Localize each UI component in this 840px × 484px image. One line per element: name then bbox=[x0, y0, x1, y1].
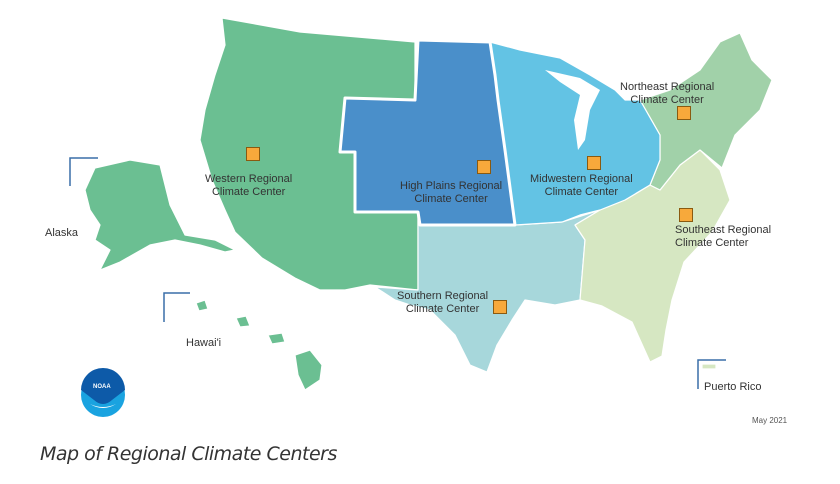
northeast-center-marker[interactable] bbox=[677, 106, 691, 120]
noaa-logo-text: NOAA bbox=[93, 384, 111, 390]
western-label: Western Regional Climate Center bbox=[205, 173, 292, 199]
inset-brackets bbox=[69, 157, 726, 389]
western-label-line2: Climate Center bbox=[211, 186, 286, 198]
southern-label: Southern Regional Climate Center bbox=[397, 290, 488, 316]
region-high-plains[interactable] bbox=[338, 38, 517, 227]
northeast-label: Northeast Regional Climate Center bbox=[620, 81, 714, 107]
high-plains-label: High Plains Regional Climate Center bbox=[400, 180, 502, 206]
puerto-rico-label: Puerto Rico bbox=[704, 381, 762, 393]
hawaii-kauai[interactable] bbox=[195, 299, 209, 312]
puerto-rico[interactable] bbox=[701, 363, 717, 370]
hawaii-big-island[interactable] bbox=[294, 349, 323, 391]
western-center-marker[interactable] bbox=[246, 147, 260, 161]
southern-label-line1: Southern Regional bbox=[397, 290, 489, 302]
southeast-label-line2: Climate Center bbox=[675, 237, 749, 249]
hawaii-oahu[interactable] bbox=[235, 315, 251, 328]
high-plains-label-line2: Climate Center bbox=[414, 193, 488, 205]
date-label: May 2021 bbox=[752, 416, 788, 425]
northeast-label-line2: Climate Center bbox=[630, 94, 704, 106]
midwestern-label-line2: Climate Center bbox=[544, 186, 619, 198]
alaska-label: Alaska bbox=[45, 227, 79, 239]
hawaii-label: Hawai'i bbox=[186, 337, 222, 349]
southern-center-marker[interactable] bbox=[493, 300, 507, 314]
southeast-label: Southeast Regional Climate Center bbox=[675, 224, 771, 250]
high-plains-center-marker[interactable] bbox=[477, 160, 491, 174]
high-plains-label-line1: High Plains Regional bbox=[400, 180, 503, 192]
region-southern[interactable] bbox=[374, 209, 601, 373]
western-label-line1: Western Regional bbox=[205, 173, 293, 185]
southeast-label-line1: Southeast Regional bbox=[675, 224, 772, 236]
map-title: Map of Regional Climate Centers bbox=[40, 443, 337, 465]
noaa-logo bbox=[81, 368, 125, 417]
midwestern-label: Midwestern Regional Climate Center bbox=[530, 173, 633, 199]
great-lakes bbox=[545, 70, 600, 150]
southern-label-line2: Climate Center bbox=[405, 303, 480, 315]
hawaii-maui[interactable] bbox=[267, 332, 286, 345]
southeast-center-marker[interactable] bbox=[679, 208, 693, 222]
northeast-label-line1: Northeast Regional bbox=[620, 81, 715, 93]
midwestern-label-line1: Midwestern Regional bbox=[530, 173, 633, 185]
alaska[interactable] bbox=[84, 159, 236, 271]
midwestern-center-marker[interactable] bbox=[587, 156, 601, 170]
